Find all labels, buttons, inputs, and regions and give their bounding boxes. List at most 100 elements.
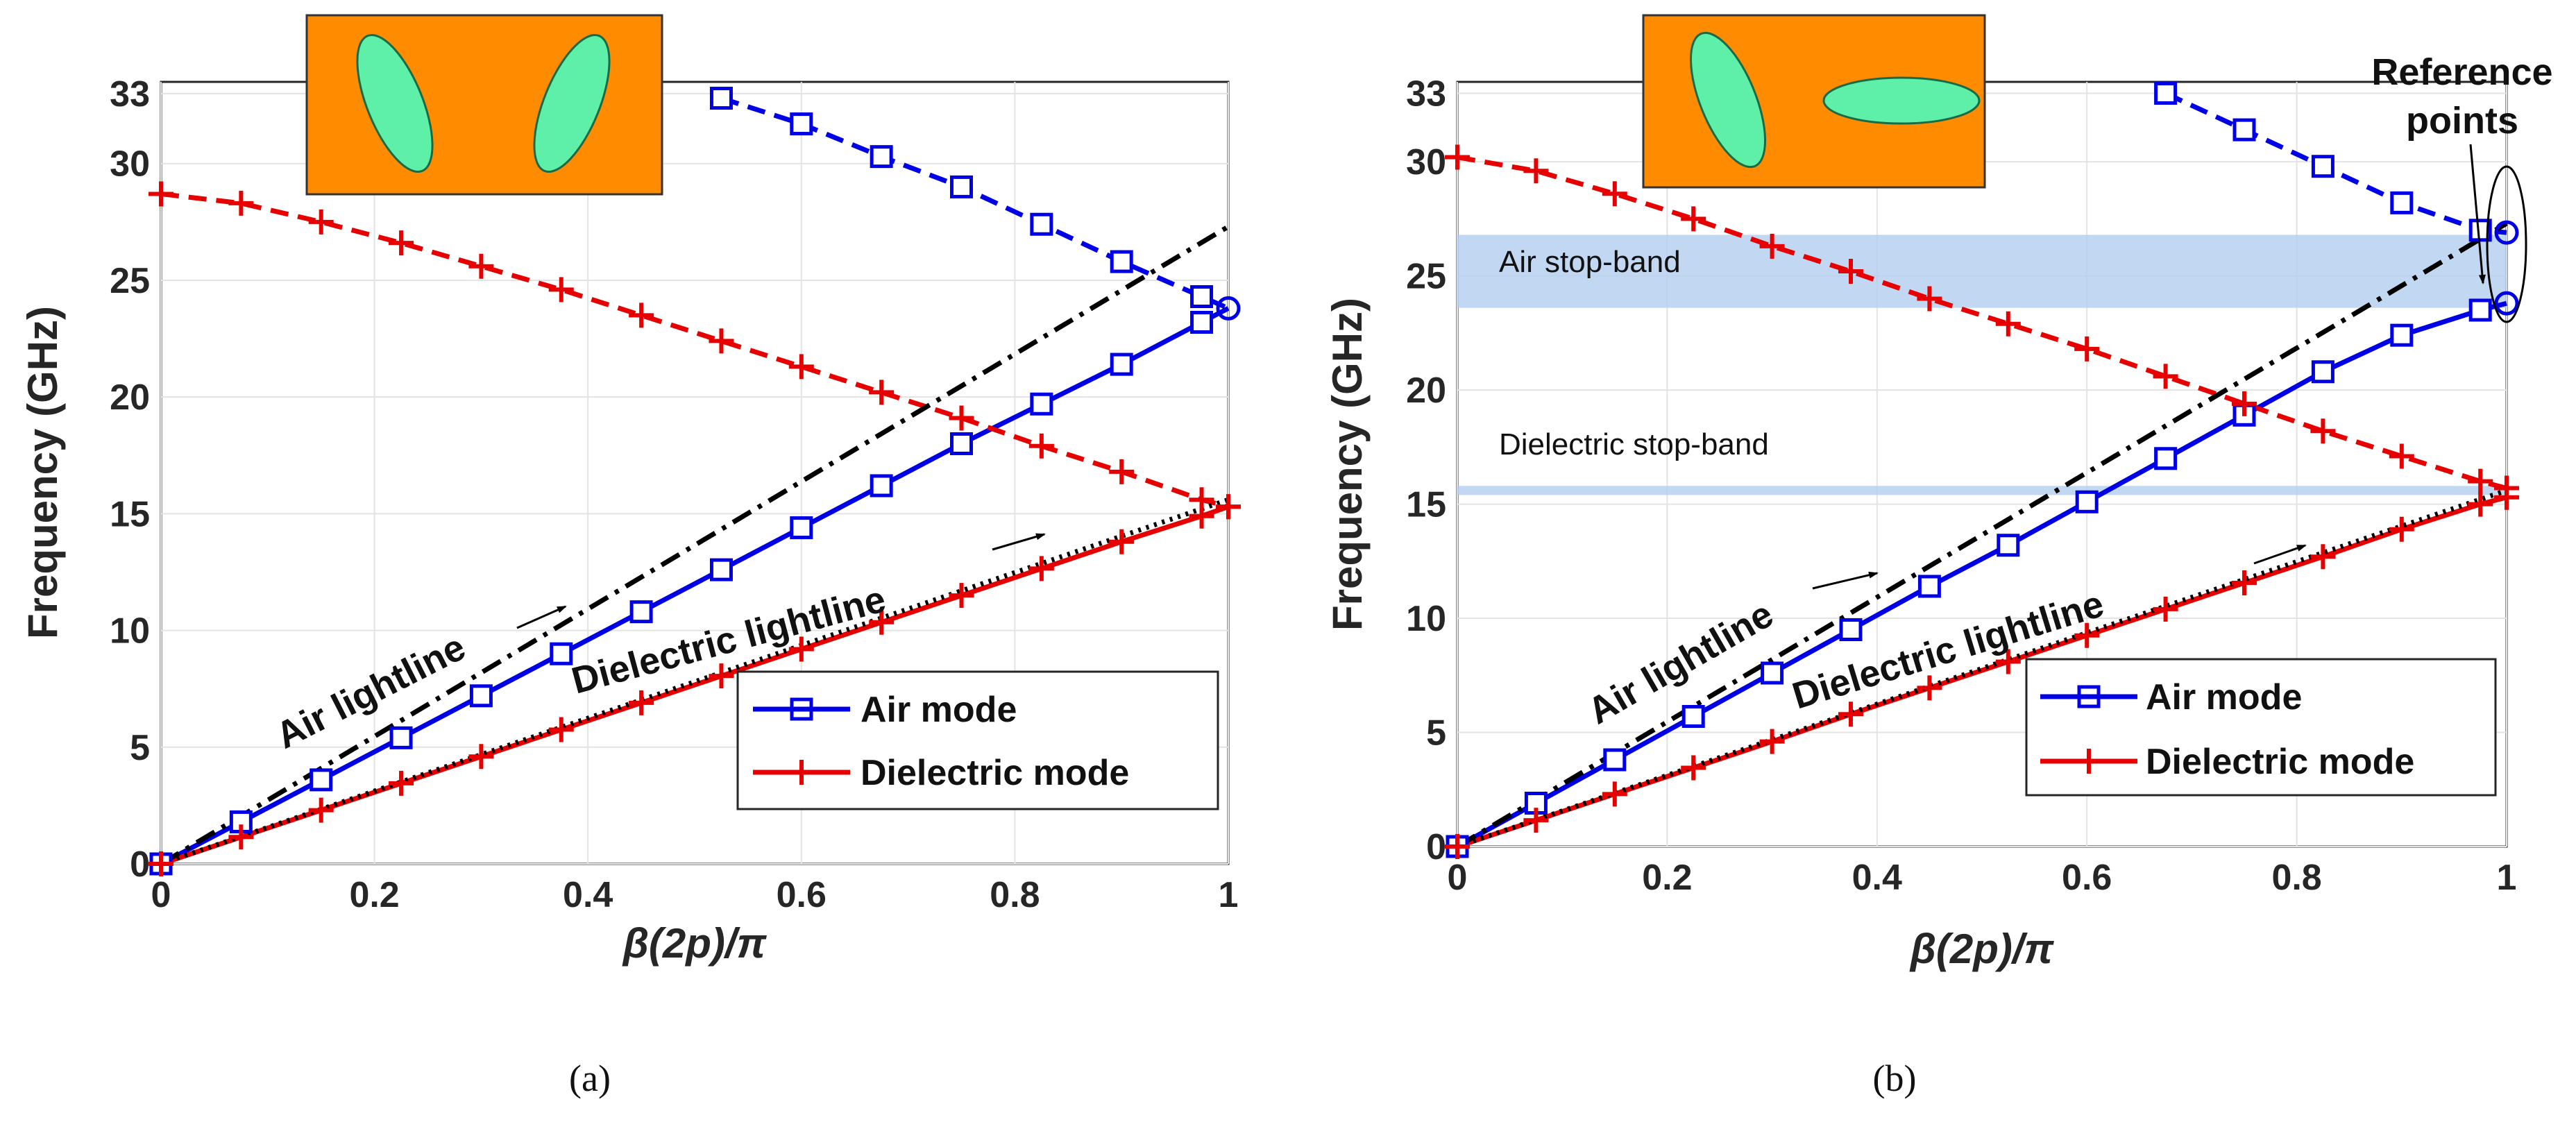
x-tick-labels: 0 0.2 0.4 0.6 0.8 1 bbox=[151, 875, 1239, 915]
data-point bbox=[468, 744, 494, 770]
data-point bbox=[629, 303, 654, 328]
data-point bbox=[1995, 649, 2021, 674]
legend-box bbox=[2025, 658, 2497, 797]
data-point bbox=[1523, 158, 1549, 184]
data-point bbox=[1917, 675, 1942, 701]
x-tick-label: 0.8 bbox=[2271, 858, 2321, 898]
panel-b: 0 0.2 0.4 0.6 0.8 1 0 5 10 15 20 25 30 33 Air stop-b… bbox=[1324, 14, 2553, 1099]
x-tick-label: 0.6 bbox=[2062, 858, 2112, 898]
y-tick-label: 0 bbox=[130, 844, 150, 885]
data-point bbox=[1216, 494, 1241, 520]
data-point bbox=[310, 768, 333, 792]
data-point bbox=[629, 690, 654, 715]
y-tick-label: 33 bbox=[1406, 74, 1446, 114]
data-point bbox=[788, 354, 814, 380]
data-point bbox=[2153, 364, 2178, 389]
y-tick-label: 20 bbox=[110, 377, 150, 418]
data-point bbox=[1838, 259, 1863, 284]
legend: Air mode Dielectric mode bbox=[2025, 658, 2497, 797]
data-point bbox=[1603, 748, 1627, 772]
y-tick-label: 30 bbox=[110, 144, 150, 185]
data-point bbox=[1190, 311, 1214, 334]
legend-dielectric-marker bbox=[789, 760, 814, 785]
data-point bbox=[548, 717, 574, 742]
data-point bbox=[2494, 475, 2519, 501]
data-point bbox=[1995, 311, 2021, 337]
y-tick-label: 30 bbox=[1406, 142, 1446, 182]
y-axis-label: Frequency (GHz) bbox=[19, 306, 66, 639]
legend-air-label: Air mode bbox=[861, 690, 1017, 730]
grid bbox=[1457, 82, 2507, 847]
inset-unit-cell bbox=[305, 14, 663, 196]
data-point bbox=[870, 145, 893, 169]
reference-points-label-line2: points bbox=[2406, 100, 2518, 142]
data-point bbox=[2232, 570, 2257, 596]
inset-hole-left bbox=[356, 33, 434, 173]
series-line-1 bbox=[720, 96, 1230, 311]
series-line-5 bbox=[1456, 488, 2508, 849]
data-point bbox=[2310, 544, 2336, 570]
data-point bbox=[149, 851, 173, 876]
y-tick-label: 5 bbox=[130, 728, 150, 768]
y-axis-label: Frequency (GHz) bbox=[1324, 298, 1371, 631]
data-point bbox=[228, 824, 254, 850]
data-point bbox=[2389, 516, 2414, 542]
stop-band-0 bbox=[1457, 235, 2507, 308]
y-tick-label: 15 bbox=[110, 494, 150, 534]
data-point bbox=[1759, 729, 1785, 754]
data-point bbox=[1109, 459, 1135, 484]
data-point bbox=[1445, 144, 1470, 170]
x-tick-label: 0.4 bbox=[563, 875, 613, 915]
data-point bbox=[2232, 391, 2257, 416]
data-point bbox=[1838, 702, 1863, 727]
panel-caption: (a) bbox=[569, 1057, 611, 1099]
reference-points-ring bbox=[2486, 165, 2527, 323]
data-point bbox=[2494, 291, 2519, 316]
dielectric-lightline-arrow bbox=[2253, 544, 2307, 565]
data-point bbox=[389, 726, 413, 749]
data-point bbox=[709, 328, 734, 354]
data-point bbox=[1917, 575, 1941, 598]
data-point bbox=[790, 112, 813, 136]
data-point bbox=[1445, 834, 1470, 859]
data-point bbox=[1110, 250, 1133, 273]
series-line-3 bbox=[160, 192, 1229, 509]
y-tick-label: 10 bbox=[1406, 599, 1446, 639]
data-point bbox=[1681, 704, 1705, 728]
data-point bbox=[1189, 487, 1214, 513]
x-axis-label: β(2p)/π bbox=[622, 920, 768, 967]
legend-air-label: Air mode bbox=[2146, 677, 2302, 717]
x-tick-label: 1 bbox=[2497, 858, 2517, 898]
series-markers bbox=[149, 87, 1241, 876]
data-point bbox=[389, 770, 414, 796]
data-point bbox=[2468, 298, 2492, 322]
legend-dielectric-marker bbox=[2076, 749, 2101, 774]
x-tick-label: 0 bbox=[151, 875, 171, 915]
data-point bbox=[1602, 781, 1627, 807]
data-point bbox=[1761, 661, 1784, 685]
data-point bbox=[1190, 285, 1214, 309]
data-point bbox=[2468, 491, 2493, 517]
inset-hole-right bbox=[533, 33, 611, 173]
data-point bbox=[1030, 212, 1053, 236]
inset-unit-cell bbox=[1642, 14, 1986, 189]
data-point bbox=[949, 583, 974, 609]
data-point bbox=[709, 663, 734, 689]
data-point bbox=[308, 209, 334, 235]
data-point bbox=[2468, 468, 2493, 494]
data-point bbox=[2390, 323, 2414, 347]
data-point bbox=[1109, 529, 1135, 554]
data-point bbox=[2074, 336, 2100, 362]
y-tick-label: 33 bbox=[110, 74, 150, 114]
legend-dielectric-label: Dielectric mode bbox=[861, 753, 1129, 793]
data-point bbox=[228, 190, 254, 216]
y-tick-label: 10 bbox=[110, 611, 150, 652]
data-point bbox=[2075, 490, 2099, 513]
reference-points-arrow bbox=[2469, 144, 2486, 284]
x-tick-label: 0.2 bbox=[349, 875, 399, 915]
data-point bbox=[950, 175, 973, 198]
y-tick-labels: 0 5 10 15 20 25 30 33 bbox=[110, 74, 150, 885]
data-point bbox=[548, 277, 574, 303]
